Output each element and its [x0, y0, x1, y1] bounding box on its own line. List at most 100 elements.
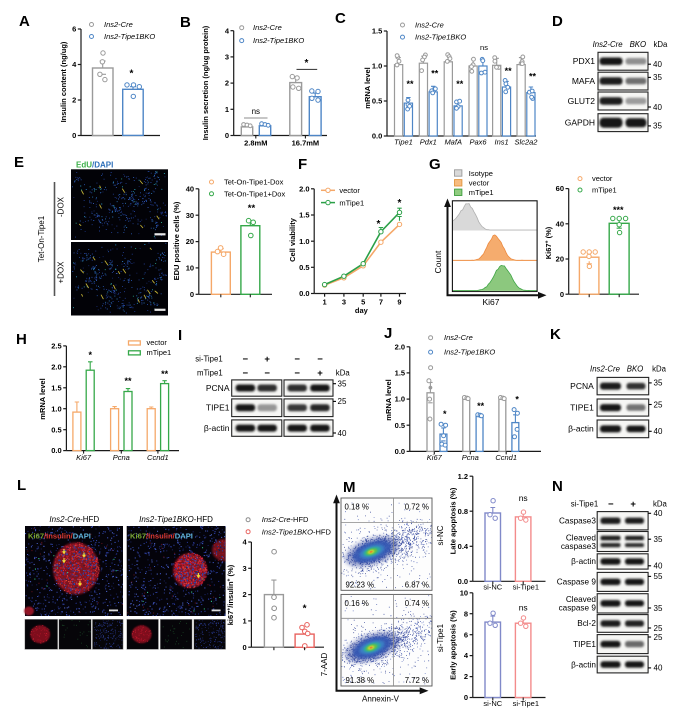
svg-text:caspase 9: caspase 9	[559, 604, 597, 613]
svg-text:Ki67/Insulin/DAPI: Ki67/Insulin/DAPI	[130, 532, 193, 541]
svg-text:ns: ns	[480, 43, 488, 52]
svg-text:−: −	[243, 354, 249, 365]
svg-text:Ins2-Cre-HFD: Ins2-Cre-HFD	[262, 515, 309, 524]
svg-text:Ccnd1: Ccnd1	[147, 453, 169, 462]
svg-text:0.0: 0.0	[372, 132, 382, 141]
svg-text:1.5: 1.5	[299, 211, 309, 220]
svg-text:0.0: 0.0	[458, 577, 468, 586]
svg-text:0.74 %: 0.74 %	[405, 599, 429, 608]
svg-text:L: L	[17, 477, 26, 494]
svg-text:2: 2	[225, 79, 229, 88]
svg-text:Insulin secretion (ng/ug prote: Insulin secretion (ng/ug protein)	[201, 25, 210, 140]
svg-text:EDU positive cells (%): EDU positive cells (%)	[172, 201, 181, 280]
svg-text:D: D	[552, 13, 563, 30]
svg-text:*: *	[305, 58, 309, 69]
svg-text:0: 0	[560, 290, 564, 299]
svg-text:7.72 %: 7.72 %	[405, 676, 429, 685]
svg-text:**: **	[406, 79, 414, 89]
svg-text:40: 40	[653, 60, 662, 69]
svg-text:7: 7	[379, 298, 383, 307]
svg-text:3: 3	[342, 298, 346, 307]
svg-text:20: 20	[186, 237, 194, 246]
svg-text:day: day	[355, 306, 369, 315]
svg-text:PCNA: PCNA	[206, 383, 230, 393]
svg-text:B: B	[180, 14, 191, 31]
svg-text:6: 6	[72, 25, 76, 34]
svg-text:E: E	[14, 154, 24, 171]
svg-text:si-Tipe1: si-Tipe1	[571, 500, 598, 509]
svg-text:ki67+/insulin+ (%): ki67+/insulin+ (%)	[226, 564, 235, 625]
svg-text:Ins2-Cre: Ins2-Cre	[104, 20, 133, 29]
svg-text:35: 35	[653, 73, 662, 82]
svg-text:2: 2	[464, 672, 468, 681]
svg-text:Ins2-Cre: Ins2-Cre	[253, 23, 282, 32]
svg-text:Isotype: Isotype	[469, 169, 493, 178]
svg-text:si-Tipe1: si-Tipe1	[513, 583, 539, 592]
svg-text:+: +	[630, 499, 636, 510]
svg-text:mTipe1: mTipe1	[469, 188, 494, 197]
svg-text:*: *	[443, 409, 447, 419]
svg-text:kDa: kDa	[336, 369, 351, 378]
svg-text:Ki67: Ki67	[427, 453, 443, 462]
svg-text:1: 1	[323, 298, 327, 307]
svg-text:BKO: BKO	[627, 365, 643, 374]
svg-text:mTipe1: mTipe1	[339, 198, 364, 207]
svg-text:10: 10	[186, 264, 194, 273]
svg-text:+: +	[264, 354, 270, 365]
svg-text:si-Tipe1: si-Tipe1	[513, 699, 539, 708]
svg-text:0.5: 0.5	[395, 421, 405, 430]
svg-text:1.0: 1.0	[395, 395, 405, 404]
svg-text:0: 0	[243, 643, 247, 652]
svg-text:*: *	[130, 69, 134, 80]
svg-text:si-NC: si-NC	[436, 525, 445, 545]
svg-text:2.0: 2.0	[395, 342, 405, 351]
svg-text:0.18 %: 0.18 %	[345, 503, 369, 512]
svg-text:Pcna: Pcna	[113, 453, 130, 462]
svg-text:-DOX: -DOX	[57, 196, 66, 217]
svg-text:kDa: kDa	[653, 40, 668, 49]
svg-text:Annexin-V: Annexin-V	[362, 695, 400, 704]
svg-text:Ki67: Ki67	[76, 453, 92, 462]
svg-text:MafA: MafA	[444, 138, 462, 147]
svg-text:Tet-On-Tipe1+Dox: Tet-On-Tipe1+Dox	[224, 189, 285, 198]
svg-text:4: 4	[464, 651, 469, 660]
svg-text:G: G	[429, 156, 441, 173]
svg-text:5: 5	[361, 298, 365, 307]
svg-text:0: 0	[464, 693, 468, 702]
svg-text:**: **	[477, 401, 485, 411]
svg-text:Early apoptosis (%): Early apoptosis (%)	[448, 610, 457, 680]
svg-text:35: 35	[654, 379, 663, 388]
svg-text:**: **	[248, 203, 256, 214]
svg-text:TIPE1: TIPE1	[570, 402, 594, 412]
svg-text:ns: ns	[519, 493, 528, 503]
svg-text:0.4: 0.4	[458, 542, 469, 551]
svg-text:0.8: 0.8	[458, 507, 468, 516]
svg-text:2: 2	[243, 590, 247, 599]
svg-text:3: 3	[243, 564, 247, 573]
svg-text:*: *	[88, 350, 92, 360]
svg-text:mTipe1: mTipe1	[147, 348, 172, 357]
svg-text:vector: vector	[339, 186, 360, 195]
svg-text:mTipe1: mTipe1	[592, 186, 617, 195]
svg-text:vector: vector	[469, 179, 490, 188]
svg-text:Cleaved: Cleaved	[566, 533, 596, 542]
svg-text:Pdx1: Pdx1	[420, 138, 437, 147]
svg-text:kDa: kDa	[653, 500, 668, 509]
svg-text:92.23 %: 92.23 %	[346, 581, 375, 590]
svg-text:**: **	[529, 72, 537, 82]
svg-text:0: 0	[72, 131, 76, 140]
svg-text:60: 60	[556, 184, 564, 193]
svg-text:6.87 %: 6.87 %	[405, 581, 429, 590]
svg-text:Cell viability: Cell viability	[288, 217, 297, 262]
svg-text:Ins1: Ins1	[495, 138, 509, 147]
svg-text:30: 30	[186, 211, 194, 220]
svg-text:2.8mM: 2.8mM	[244, 139, 267, 148]
svg-text:Ins2-Tipe1BKO: Ins2-Tipe1BKO	[104, 32, 155, 41]
svg-text:Tet-On-Tipe1-Dox: Tet-On-Tipe1-Dox	[224, 178, 284, 187]
svg-text:0.72 %: 0.72 %	[405, 503, 429, 512]
svg-text:1.5: 1.5	[372, 27, 382, 36]
svg-text:**: **	[124, 376, 132, 386]
svg-text:ns: ns	[519, 603, 528, 613]
svg-text:91.38 %: 91.38 %	[346, 676, 375, 685]
svg-text:9: 9	[397, 298, 401, 307]
